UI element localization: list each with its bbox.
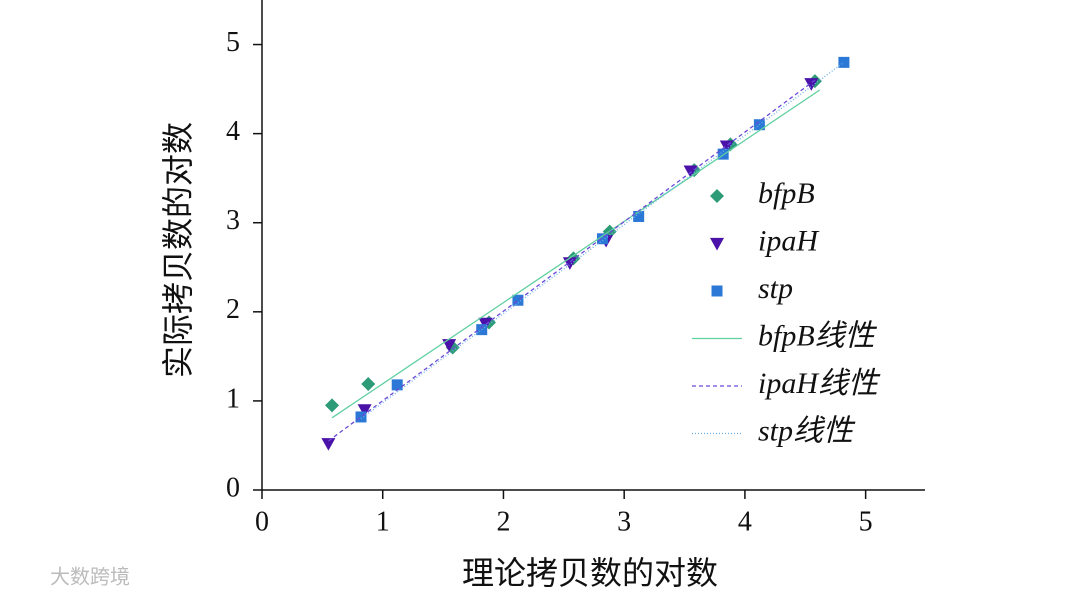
point: [633, 210, 645, 222]
y-axis-title: 实际拷贝数的对数: [159, 122, 197, 378]
point: [357, 404, 372, 417]
legend-marker: [710, 237, 724, 251]
legend-label: bfpB: [758, 177, 815, 210]
y-tick-label: 1: [226, 383, 240, 414]
point: [355, 411, 367, 423]
y-tick-label: 2: [226, 294, 240, 325]
x-tick-label: 3: [617, 506, 631, 537]
point: [391, 379, 403, 391]
x-tick-label: 2: [496, 506, 510, 537]
x-tick-label: 4: [738, 506, 752, 537]
legend-label: bfpB线性: [758, 319, 878, 352]
fit-line: [331, 89, 821, 419]
legend-marker: [710, 189, 724, 203]
legend-label: ipaH: [758, 224, 820, 257]
point: [478, 317, 493, 331]
y-tick-label: 3: [226, 205, 240, 236]
fit-line: [360, 61, 845, 420]
y-tick-label: 0: [226, 472, 240, 503]
watermark: 大数跨境: [50, 565, 130, 589]
point: [321, 438, 336, 451]
point: [325, 398, 340, 413]
y-tick-label: 4: [226, 116, 240, 147]
x-tick-label: 5: [859, 506, 873, 537]
x-axis-title: 理论拷贝数的对数: [462, 554, 718, 592]
point: [512, 294, 524, 306]
legend-label: stp: [758, 272, 793, 305]
x-tick-label: 1: [376, 506, 390, 537]
legend-marker: [711, 285, 723, 297]
fit-line: [328, 79, 816, 442]
legend-label: ipaH线性: [758, 367, 881, 400]
point: [442, 339, 457, 352]
legend-label: stp线性: [758, 414, 856, 447]
point: [838, 56, 850, 68]
point: [804, 78, 819, 91]
point: [361, 376, 376, 391]
x-tick-label: 0: [255, 506, 269, 537]
y-tick-label: 5: [226, 27, 240, 58]
